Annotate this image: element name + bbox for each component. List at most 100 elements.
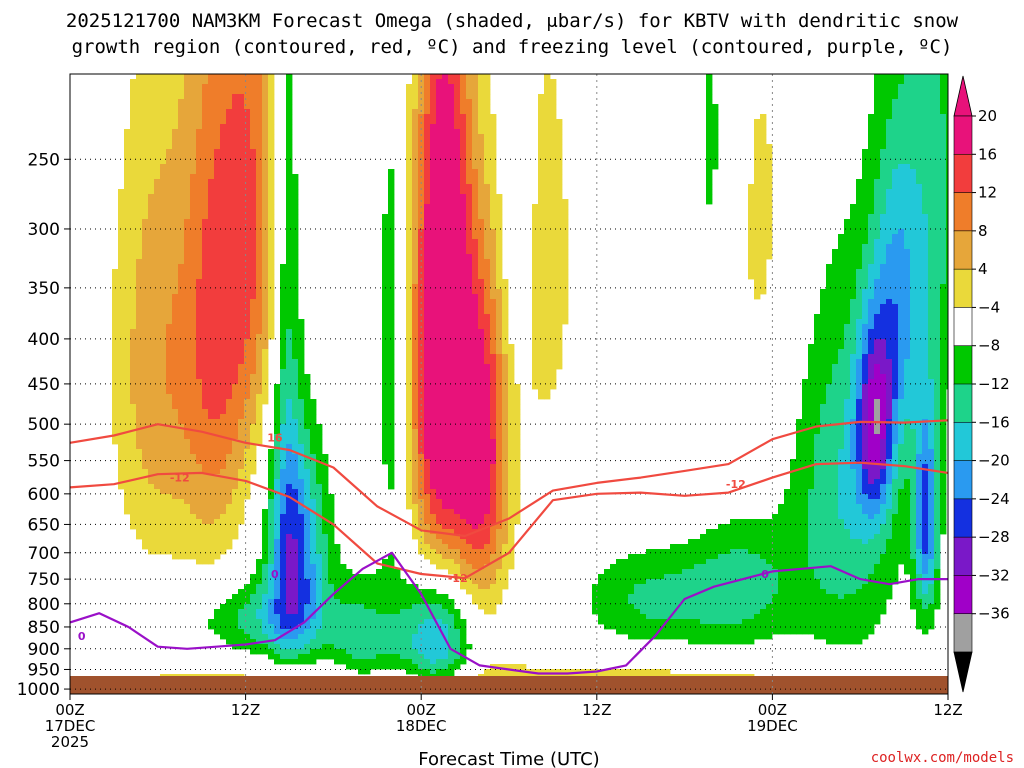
omega-cell: [262, 174, 269, 180]
omega-cell: [208, 169, 215, 175]
omega-cell: [466, 219, 473, 225]
omega-cell: [292, 319, 299, 325]
omega-cell: [130, 204, 137, 210]
omega-cell: [286, 199, 293, 205]
omega-cell: [484, 279, 491, 285]
omega-cell: [448, 239, 455, 245]
omega-cell: [292, 339, 299, 345]
omega-cell: [166, 269, 173, 275]
omega-cell: [286, 164, 293, 170]
omega-cell: [490, 119, 497, 125]
omega-cell: [490, 329, 497, 335]
omega-cell: [430, 199, 437, 205]
omega-cell: [448, 399, 455, 405]
omega-cell: [442, 99, 449, 105]
omega-cell: [916, 149, 923, 155]
omega-cell: [166, 189, 173, 195]
omega-cell: [922, 324, 929, 330]
omega-cell: [544, 174, 551, 180]
omega-cell: [442, 344, 449, 350]
omega-cell: [262, 89, 269, 95]
omega-cell: [424, 404, 431, 410]
omega-cell: [550, 244, 557, 250]
omega-cell: [550, 374, 557, 380]
omega-cell: [160, 369, 167, 375]
omega-cell: [922, 274, 929, 280]
omega-cell: [460, 99, 467, 105]
omega-cell: [184, 414, 191, 420]
omega-cell: [496, 414, 503, 420]
omega-cell: [916, 234, 923, 240]
omega-cell: [910, 359, 917, 365]
omega-cell: [136, 264, 143, 270]
omega-cell: [268, 284, 275, 290]
omega-cell: [538, 159, 545, 165]
omega-cell: [412, 99, 419, 105]
omega-cell: [154, 184, 161, 190]
omega-cell: [460, 389, 467, 395]
omega-cell: [448, 344, 455, 350]
omega-cell: [892, 129, 899, 135]
omega-cell: [184, 329, 191, 335]
omega-cell: [892, 274, 899, 280]
omega-cell: [472, 309, 479, 315]
omega-cell: [472, 214, 479, 220]
omega-cell: [172, 259, 179, 265]
omega-cell: [484, 139, 491, 145]
omega-cell: [202, 404, 209, 410]
omega-cell: [166, 199, 173, 205]
omega-cell: [814, 409, 821, 415]
omega-cell: [412, 189, 419, 195]
omega-cell: [202, 324, 209, 330]
omega-cell: [490, 214, 497, 220]
omega-cell: [454, 379, 461, 385]
omega-cell: [442, 219, 449, 225]
omega-cell: [286, 79, 293, 85]
omega-cell: [184, 114, 191, 120]
omega-cell: [856, 289, 863, 295]
omega-cell: [934, 309, 941, 315]
omega-cell: [136, 349, 143, 355]
omega-cell: [298, 329, 305, 335]
omega-cell: [850, 394, 857, 400]
omega-cell: [178, 344, 185, 350]
omega-cell: [478, 99, 485, 105]
omega-cell: [544, 99, 551, 105]
omega-cell: [886, 229, 893, 235]
omega-cell: [748, 214, 755, 220]
omega-cell: [892, 319, 899, 325]
omega-cell: [862, 274, 869, 280]
omega-cell: [802, 384, 809, 390]
omega-cell: [916, 359, 923, 365]
omega-cell: [880, 369, 887, 375]
omega-cell: [298, 364, 305, 370]
omega-cell: [472, 119, 479, 125]
omega-cell: [298, 339, 305, 345]
omega-cell: [424, 144, 431, 150]
omega-cell: [442, 119, 449, 125]
omega-cell: [454, 234, 461, 240]
omega-cell: [382, 269, 389, 275]
omega-cell: [754, 184, 761, 190]
omega-cell: [130, 364, 137, 370]
omega-cell: [472, 84, 479, 90]
omega-cell: [832, 374, 839, 380]
omega-cell: [748, 244, 755, 250]
omega-cell: [946, 354, 949, 360]
omega-cell: [130, 369, 137, 375]
omega-cell: [232, 189, 239, 195]
omega-cell: [442, 279, 449, 285]
omega-cell: [844, 264, 851, 270]
omega-cell: [712, 164, 719, 170]
omega-cell: [274, 404, 281, 410]
omega-cell: [874, 104, 881, 110]
omega-cell: [220, 104, 227, 110]
omega-cell: [904, 114, 911, 120]
omega-cell: [928, 329, 935, 335]
omega-cell: [142, 179, 149, 185]
omega-cell: [838, 279, 845, 285]
omega-cell: [472, 224, 479, 230]
omega-cell: [436, 79, 443, 85]
omega-cell: [424, 299, 431, 305]
omega-cell: [148, 234, 155, 240]
